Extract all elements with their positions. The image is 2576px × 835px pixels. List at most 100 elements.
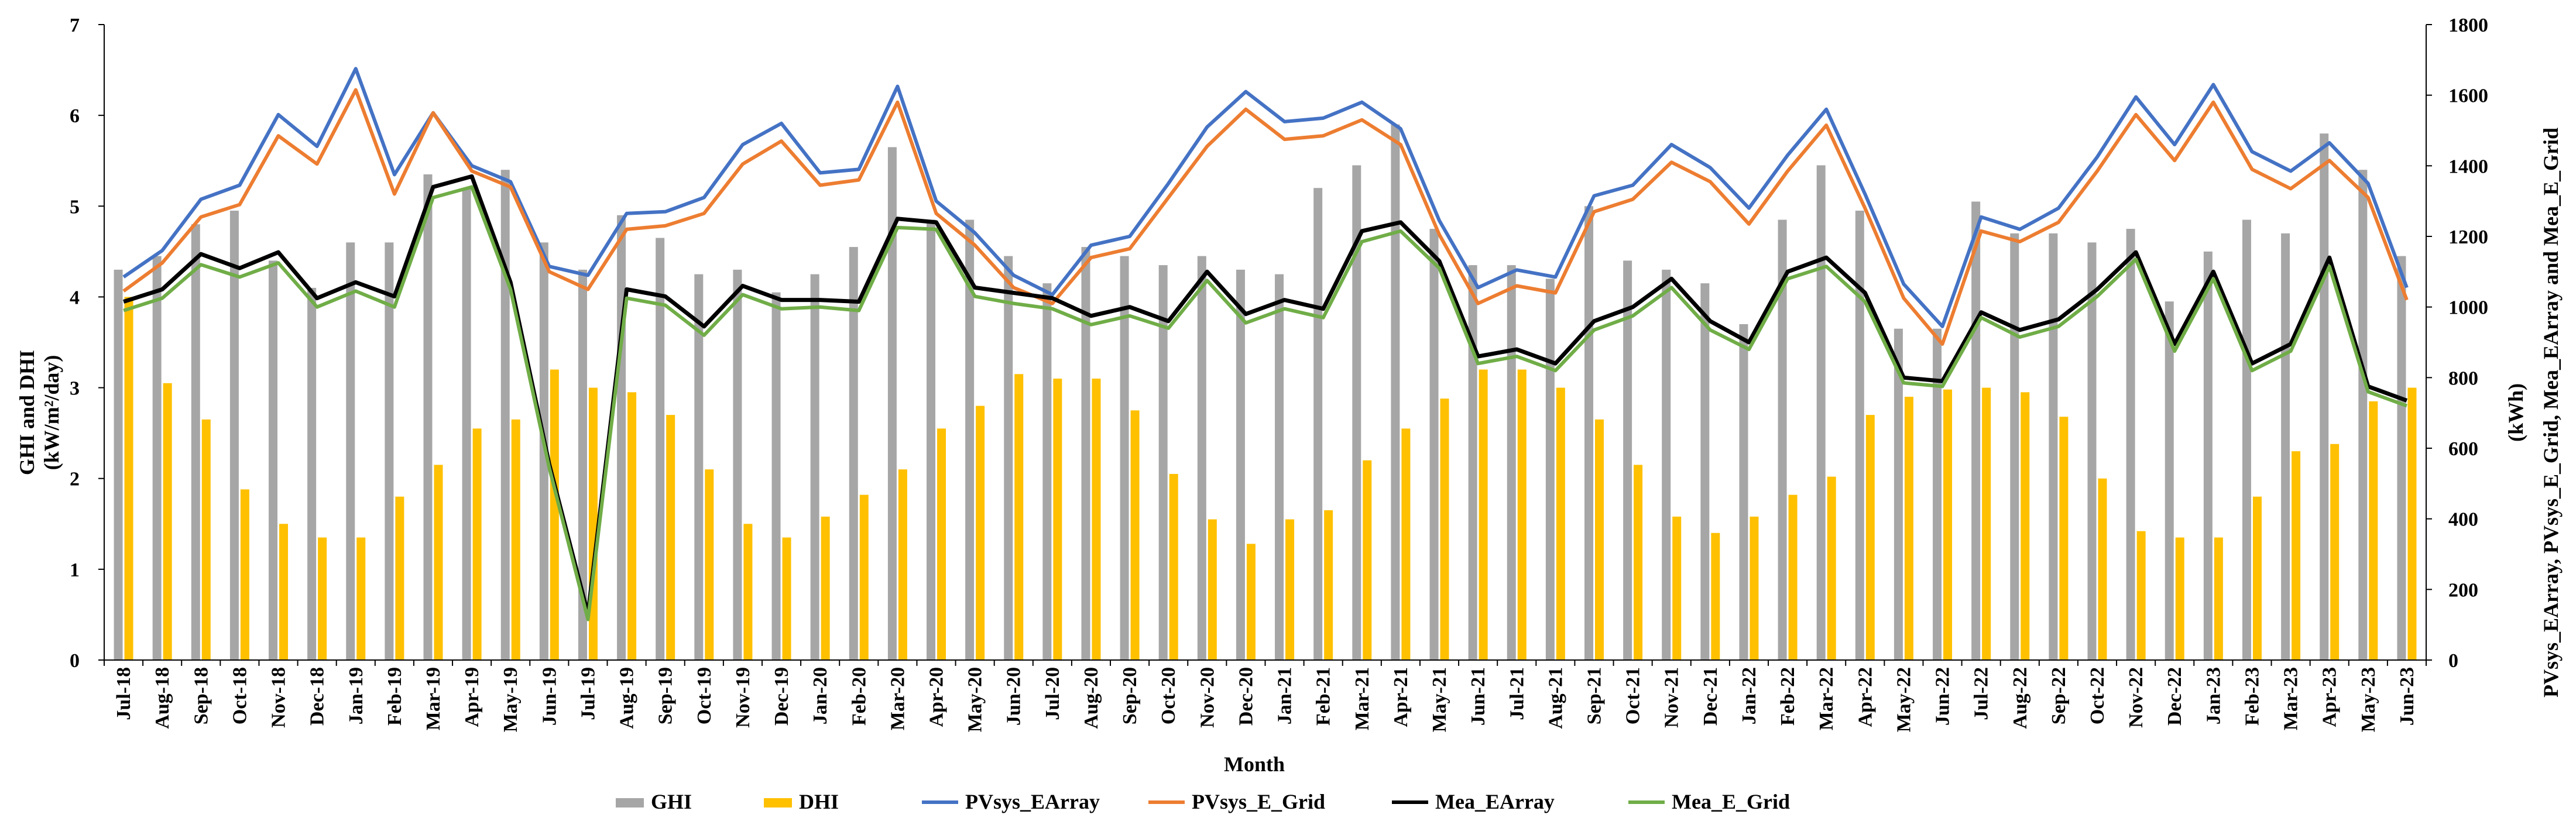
bar-dhi-jan-19 bbox=[356, 537, 366, 660]
bar-dhi-feb-19 bbox=[395, 496, 404, 660]
bar-dhi-jul-22 bbox=[1982, 387, 1991, 660]
bar-dhi-feb-21 bbox=[1324, 510, 1333, 660]
bar-dhi-oct-22 bbox=[2098, 478, 2107, 660]
bar-dhi-jan-22 bbox=[1750, 516, 1759, 660]
bar-ghi-may-23 bbox=[2358, 170, 2368, 660]
bar-dhi-feb-23 bbox=[2252, 496, 2262, 660]
x-tick-label-aug-21: Aug-21 bbox=[1545, 667, 1566, 729]
bar-dhi-apr-22 bbox=[1865, 415, 1875, 660]
bar-ghi-jan-20 bbox=[810, 274, 819, 661]
bar-ghi-aug-19 bbox=[617, 215, 626, 660]
bar-dhi-jul-18 bbox=[124, 297, 133, 660]
x-tick-label-feb-23: Feb-23 bbox=[2241, 667, 2263, 726]
bar-dhi-oct-20 bbox=[1169, 473, 1178, 660]
bar-ghi-jan-23 bbox=[2203, 251, 2213, 660]
bar-dhi-jul-21 bbox=[1517, 369, 1527, 660]
left-tick-label-4: 4 bbox=[70, 287, 80, 308]
bar-dhi-sep-22 bbox=[2059, 417, 2069, 660]
bar-ghi-jun-21 bbox=[1468, 265, 1477, 661]
right-tick-label-600: 600 bbox=[2448, 438, 2478, 460]
legend-item-pvsys-e-grid: PVsys_E_Grid bbox=[1148, 790, 1325, 813]
x-tick-label-jun-19: Jun-19 bbox=[538, 667, 560, 726]
bar-dhi-apr-21 bbox=[1401, 428, 1411, 660]
bar-dhi-sep-19 bbox=[666, 415, 675, 660]
x-tick-label-oct-18: Oct-18 bbox=[229, 667, 251, 724]
bar-dhi-mar-20 bbox=[898, 469, 907, 660]
bar-dhi-oct-21 bbox=[1634, 465, 1643, 660]
right-tick-label-200: 200 bbox=[2448, 579, 2478, 601]
bar-ghi-sep-19 bbox=[656, 238, 665, 661]
x-tick-label-nov-21: Nov-21 bbox=[1661, 667, 1683, 728]
x-tick-label-apr-23: Apr-23 bbox=[2319, 667, 2341, 727]
bar-dhi-jan-20 bbox=[821, 516, 830, 660]
x-tick-label-jun-23: Jun-23 bbox=[2396, 667, 2418, 726]
legend-label-dhi: DHI bbox=[799, 790, 839, 813]
x-tick-label-jul-19: Jul-19 bbox=[577, 667, 599, 720]
bar-ghi-dec-21 bbox=[1700, 283, 1710, 661]
bar-ghi-oct-19 bbox=[694, 274, 704, 661]
right-tick-label-400: 400 bbox=[2448, 509, 2478, 531]
bar-ghi-jun-22 bbox=[1933, 328, 1942, 660]
x-tick-label-sep-19: Sep-19 bbox=[655, 667, 677, 724]
left-axis-title-line2: (kW/m²/day) bbox=[40, 355, 63, 470]
bar-dhi-sep-18 bbox=[201, 419, 211, 660]
x-tick-label-mar-22: Mar-22 bbox=[1816, 667, 1837, 730]
bar-ghi-nov-19 bbox=[733, 269, 742, 660]
right-axis-title-line2: PVsys_EArray, PVsys_E_Grid, Mea_EArray a… bbox=[2539, 128, 2563, 697]
bar-dhi-aug-20 bbox=[1092, 379, 1101, 660]
bar-ghi-nov-22 bbox=[2126, 229, 2135, 661]
bar-dhi-jun-19 bbox=[550, 369, 559, 660]
bar-ghi-sep-18 bbox=[191, 224, 200, 660]
x-tick-label-mar-19: Mar-19 bbox=[423, 667, 444, 730]
x-tick-label-may-22: May-22 bbox=[1893, 667, 1915, 732]
bar-ghi-sep-21 bbox=[1584, 206, 1593, 660]
right-tick-label-1000: 1000 bbox=[2448, 297, 2488, 319]
bar-ghi-nov-20 bbox=[1197, 256, 1206, 661]
x-tick-label-oct-20: Oct-20 bbox=[1158, 667, 1179, 724]
bar-dhi-nov-19 bbox=[743, 524, 753, 660]
bar-dhi-mar-22 bbox=[1827, 476, 1836, 660]
x-tick-label-sep-21: Sep-21 bbox=[1583, 667, 1605, 724]
bar-dhi-may-23 bbox=[2369, 401, 2378, 660]
bar-dhi-dec-18 bbox=[318, 537, 327, 660]
bar-ghi-apr-22 bbox=[1855, 211, 1864, 660]
right-tick-label-1800: 1800 bbox=[2448, 15, 2488, 36]
bar-ghi-sep-20 bbox=[1120, 256, 1129, 661]
x-tick-label-dec-18: Dec-18 bbox=[307, 667, 328, 726]
right-tick-label-1600: 1600 bbox=[2448, 85, 2488, 107]
bar-ghi-jun-23 bbox=[2397, 256, 2406, 661]
x-tick-label-nov-20: Nov-20 bbox=[1196, 667, 1218, 728]
bar-dhi-nov-22 bbox=[2136, 531, 2146, 660]
bar-ghi-feb-19 bbox=[385, 242, 394, 660]
x-tick-label-aug-22: Aug-22 bbox=[2009, 667, 2031, 729]
left-tick-label-7: 7 bbox=[70, 15, 80, 36]
x-tick-label-apr-20: Apr-20 bbox=[926, 667, 948, 727]
bar-ghi-aug-18 bbox=[152, 256, 162, 661]
left-tick-label-5: 5 bbox=[70, 196, 80, 218]
bar-ghi-mar-22 bbox=[1816, 165, 1826, 660]
legend-label-pvsys-earray: PVsys_EArray bbox=[965, 790, 1100, 813]
left-axis-title-line1: GHI and DHI bbox=[15, 350, 39, 475]
x-axis-title: Month bbox=[1224, 752, 1285, 776]
legend-label-mea-e-grid: Mea_E_Grid bbox=[1672, 790, 1790, 813]
bar-ghi-mar-19 bbox=[423, 174, 433, 660]
bar-ghi-may-22 bbox=[1894, 328, 1903, 660]
x-tick-label-jun-22: Jun-22 bbox=[1932, 667, 1954, 726]
bar-dhi-feb-20 bbox=[859, 494, 869, 660]
bar-dhi-jun-22 bbox=[1943, 389, 1953, 660]
x-tick-label-oct-22: Oct-22 bbox=[2087, 667, 2108, 724]
line-pvsys-earray bbox=[122, 67, 2409, 328]
bar-ghi-jul-21 bbox=[1507, 265, 1516, 661]
x-tick-label-may-19: May-19 bbox=[500, 667, 522, 732]
x-tick-label-aug-20: Aug-20 bbox=[1081, 667, 1102, 729]
bar-ghi-jul-18 bbox=[114, 269, 123, 660]
bar-ghi-dec-22 bbox=[2165, 301, 2174, 660]
bar-dhi-apr-20 bbox=[937, 428, 946, 660]
bar-dhi-dec-20 bbox=[1246, 544, 1256, 660]
bar-ghi-jan-19 bbox=[346, 242, 355, 660]
bar-ghi-may-20 bbox=[965, 219, 975, 660]
bar-dhi-mar-19 bbox=[434, 465, 443, 660]
x-tick-label-sep-22: Sep-22 bbox=[2048, 667, 2070, 724]
x-tick-label-dec-20: Dec-20 bbox=[1235, 667, 1257, 726]
x-tick-label-dec-22: Dec-22 bbox=[2164, 667, 2186, 726]
